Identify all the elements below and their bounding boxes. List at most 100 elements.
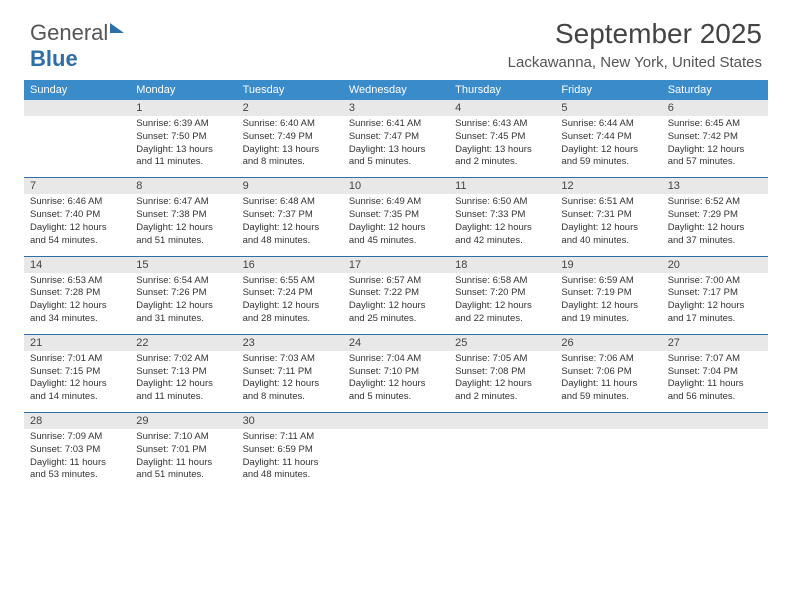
day-of-week-header: Thursday xyxy=(449,80,555,100)
calendar-cell-body: Sunrise: 7:10 AMSunset: 7:01 PMDaylight:… xyxy=(130,429,236,490)
sunset-text: Sunset: 7:37 PM xyxy=(243,209,337,222)
sunset-text: Sunset: 7:47 PM xyxy=(349,131,443,144)
sunrise-text: Sunrise: 6:41 AM xyxy=(349,118,443,131)
sunrise-text: Sunrise: 6:52 AM xyxy=(668,196,762,209)
sunrise-text: Sunrise: 6:45 AM xyxy=(668,118,762,131)
day-number: 27 xyxy=(662,335,768,351)
sunset-text: Sunset: 7:50 PM xyxy=(136,131,230,144)
page-title: September 2025 xyxy=(508,18,762,50)
calendar-cell xyxy=(24,116,130,177)
sunset-text: Sunset: 6:59 PM xyxy=(243,444,337,457)
day-number: 1 xyxy=(130,100,236,116)
sunrise-text: Sunrise: 6:48 AM xyxy=(243,196,337,209)
calendar-week: 21222324252627Sunrise: 7:01 AMSunset: 7:… xyxy=(24,334,768,412)
calendar-cell: Sunrise: 7:01 AMSunset: 7:15 PMDaylight:… xyxy=(24,351,130,412)
day-number: 22 xyxy=(130,335,236,351)
calendar-cell: Sunrise: 6:46 AMSunset: 7:40 PMDaylight:… xyxy=(24,194,130,255)
daylight-text: Daylight: 11 hours and 51 minutes. xyxy=(136,457,230,483)
sunset-text: Sunset: 7:13 PM xyxy=(136,366,230,379)
day-number: 10 xyxy=(343,178,449,194)
day-body-row: Sunrise: 6:46 AMSunset: 7:40 PM Daylight:… xyxy=(24,194,768,255)
calendar-cell-body: Sunrise: 6:57 AMSunset: 7:22 PMDaylight:… xyxy=(343,273,449,334)
calendar-cell-body: Sunrise: 6:50 AMSunset: 7:33 PMDaylight:… xyxy=(449,194,555,255)
daylight-text: Daylight: 13 hours and 11 minutes. xyxy=(136,144,230,170)
calendar-cell-body: Sunrise: 6:53 AMSunset: 7:28 PMDaylight:… xyxy=(24,273,130,334)
daylight-text: Daylight: 11 hours and 56 minutes. xyxy=(668,378,762,404)
sunset-text: Sunset: 7:38 PM xyxy=(136,209,230,222)
sunrise-text: Sunrise: 6:46 AM xyxy=(30,196,124,209)
calendar-cell-body: Sunrise: 7:06 AMSunset: 7:06 PMDaylight:… xyxy=(555,351,661,412)
logo-triangle-icon xyxy=(110,23,124,33)
sunset-text: Sunset: 7:06 PM xyxy=(561,366,655,379)
daylight-text: Daylight: 11 hours and 48 minutes. xyxy=(243,457,337,483)
sunset-text: Sunset: 7:03 PM xyxy=(30,444,124,457)
day-number: 21 xyxy=(24,335,130,351)
day-of-week-header: Wednesday xyxy=(343,80,449,100)
day-number: 25 xyxy=(449,335,555,351)
day-number: 4 xyxy=(449,100,555,116)
daylight-text: Daylight: 12 hours and 40 minutes. xyxy=(561,222,655,248)
calendar-cell xyxy=(343,429,449,490)
day-of-week-header: Friday xyxy=(555,80,661,100)
sunset-text: Sunset: 7:33 PM xyxy=(455,209,549,222)
calendar-cell xyxy=(449,429,555,490)
sunrise-text: Sunrise: 6:58 AM xyxy=(455,275,549,288)
day-number: 24 xyxy=(343,335,449,351)
calendar-cell: Sunrise: 6:53 AMSunset: 7:28 PMDaylight:… xyxy=(24,273,130,334)
calendar-cell-body: Sunrise: 6:54 AMSunset: 7:26 PMDaylight:… xyxy=(130,273,236,334)
calendar-cell-body: Sunrise: 6:51 AMSunset: 7:31 PMDaylight:… xyxy=(555,194,661,255)
sunset-text: Sunset: 7:08 PM xyxy=(455,366,549,379)
calendar-cell: Sunrise: 6:41 AMSunset: 7:47 PMDaylight:… xyxy=(343,116,449,177)
day-of-week-header: Monday xyxy=(130,80,236,100)
calendar-week: 14151617181920Sunrise: 6:53 AMSunset: 7:… xyxy=(24,256,768,334)
sunrise-text: Sunrise: 6:39 AM xyxy=(136,118,230,131)
day-number: 17 xyxy=(343,257,449,273)
sunrise-text: Sunrise: 6:50 AM xyxy=(455,196,549,209)
calendar-cell: Sunrise: 6:45 AMSunset: 7:42 PMDaylight:… xyxy=(662,116,768,177)
day-number: 16 xyxy=(237,257,343,273)
day-number: 15 xyxy=(130,257,236,273)
day-number xyxy=(24,100,130,116)
calendar-cell-body: Sunrise: 7:03 AMSunset: 7:11 PMDaylight:… xyxy=(237,351,343,412)
daylight-text: Daylight: 12 hours and 22 minutes. xyxy=(455,300,549,326)
calendar-cell-body xyxy=(449,429,555,487)
sunrise-text: Sunrise: 7:04 AM xyxy=(349,353,443,366)
sunrise-text: Sunrise: 7:07 AM xyxy=(668,353,762,366)
daylight-text: Daylight: 13 hours and 2 minutes. xyxy=(455,144,549,170)
sunrise-text: Sunrise: 7:10 AM xyxy=(136,431,230,444)
sunset-text: Sunset: 7:49 PM xyxy=(243,131,337,144)
calendar-cell-body: Sunrise: 7:01 AMSunset: 7:15 PMDaylight:… xyxy=(24,351,130,412)
daylight-text: Daylight: 12 hours and 31 minutes. xyxy=(136,300,230,326)
calendar-cell: Sunrise: 6:58 AMSunset: 7:20 PMDaylight:… xyxy=(449,273,555,334)
day-number: 26 xyxy=(555,335,661,351)
calendar-cell-body: Sunrise: 6:58 AMSunset: 7:20 PMDaylight:… xyxy=(449,273,555,334)
sunset-text: Sunset: 7:15 PM xyxy=(30,366,124,379)
day-number: 20 xyxy=(662,257,768,273)
daylight-text: Daylight: 12 hours and 17 minutes. xyxy=(668,300,762,326)
day-number: 12 xyxy=(555,178,661,194)
sunrise-text: Sunrise: 6:44 AM xyxy=(561,118,655,131)
calendar-cell-body xyxy=(662,429,768,487)
calendar-cell: Sunrise: 6:47 AMSunset: 7:38 PMDaylight:… xyxy=(130,194,236,255)
sunset-text: Sunset: 7:40 PM xyxy=(30,209,124,222)
daylight-text: Daylight: 13 hours and 5 minutes. xyxy=(349,144,443,170)
calendar-cell-body: Sunrise: 7:09 AMSunset: 7:03 PMDaylight:… xyxy=(24,429,130,490)
daylight-text: Daylight: 12 hours and 11 minutes. xyxy=(136,378,230,404)
header: September 2025 Lackawanna, New York, Uni… xyxy=(508,18,762,71)
day-body-row: Sunrise: 6:39 AMSunset: 7:50 PMDaylight:… xyxy=(24,116,768,177)
logo-text-1: General xyxy=(30,20,108,45)
sunrise-text: Sunrise: 7:03 AM xyxy=(243,353,337,366)
day-number: 7 xyxy=(24,178,130,194)
day-body-row: Sunrise: 7:09 AMSunset: 7:03 PMDaylight:… xyxy=(24,429,768,490)
calendar-week: 282930Sunrise: 7:09 AMSunset: 7:03 PMDay… xyxy=(24,412,768,490)
calendar-cell-body: Sunrise: 6:39 AMSunset: 7:50 PMDaylight:… xyxy=(130,116,236,177)
calendar-cell-body: Sunrise: 6:44 AMSunset: 7:44 PMDaylight:… xyxy=(555,116,661,177)
calendar-cell: Sunrise: 6:54 AMSunset: 7:26 PMDaylight:… xyxy=(130,273,236,334)
daylight-text: Daylight: 12 hours and 25 minutes. xyxy=(349,300,443,326)
sunrise-text: Sunrise: 6:51 AM xyxy=(561,196,655,209)
calendar-cell-body: Sunrise: 7:00 AMSunset: 7:17 PMDaylight:… xyxy=(662,273,768,334)
calendar-cell-body: Sunrise: 7:07 AMSunset: 7:04 PMDaylight:… xyxy=(662,351,768,412)
day-number-row: 14151617181920 xyxy=(24,257,768,273)
sunset-text: Sunset: 7:26 PM xyxy=(136,287,230,300)
calendar-cell-body: Sunrise: 7:04 AMSunset: 7:10 PMDaylight:… xyxy=(343,351,449,412)
